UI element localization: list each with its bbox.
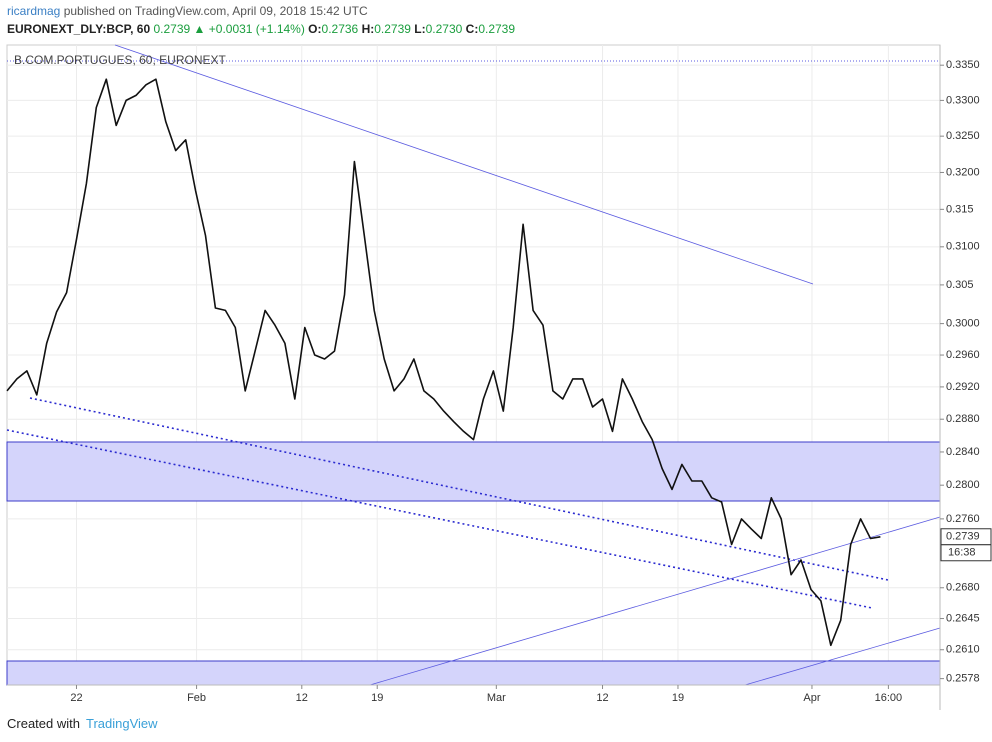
symbol-line: EURONEXT_DLY:BCP, 60 0.2739 ▲ +0.0031 (+… bbox=[7, 22, 515, 36]
x-tick-label: Mar bbox=[487, 692, 506, 704]
y-tick-label: 0.2645 bbox=[946, 612, 980, 624]
ohlc-val: 0.2736 bbox=[321, 22, 359, 36]
y-tick-label: 0.2840 bbox=[946, 446, 980, 458]
y-tick-label: 0.2960 bbox=[946, 349, 980, 361]
y-tick-label: 0.2760 bbox=[946, 513, 980, 525]
symbol: EURONEXT_DLY:BCP, 60 bbox=[7, 22, 151, 36]
y-tick-label: 0.2578 bbox=[946, 673, 980, 685]
published: published on TradingView.com, April 09, … bbox=[63, 4, 368, 18]
trendline bbox=[369, 516, 941, 686]
ohlc-val: 0.2739 bbox=[478, 22, 516, 36]
y-tick-label: 0.3350 bbox=[946, 59, 980, 71]
y-tick-label: 0.305 bbox=[946, 279, 974, 291]
zone bbox=[6, 660, 941, 686]
ohlc-key: L: bbox=[414, 22, 426, 36]
last-price-label: 0.2739 bbox=[946, 531, 980, 543]
publish-line: ricardmag published on TradingView.com, … bbox=[7, 4, 368, 18]
y-tick-label: 0.2880 bbox=[946, 413, 980, 425]
price: 0.2739 bbox=[153, 22, 191, 36]
y-tick-label: 0.3300 bbox=[946, 94, 980, 106]
brand[interactable]: TradingView bbox=[85, 716, 158, 731]
chart: B.COM.PORTUGUES, 60, EURONEXT 0.3350 0.33… bbox=[6, 44, 992, 710]
chart-title: B.COM.PORTUGUES, 60, EURONEXT bbox=[14, 53, 226, 67]
y-tick-label: 0.3000 bbox=[946, 318, 980, 330]
y-tick-label: 0.3200 bbox=[946, 166, 980, 178]
footer: Created with TradingView bbox=[7, 716, 158, 731]
y-tick-label: 0.3250 bbox=[946, 130, 980, 142]
created: Created with bbox=[7, 716, 80, 731]
trendline bbox=[744, 627, 941, 686]
countdown-box bbox=[940, 544, 992, 562]
x-tick-label: Feb bbox=[187, 692, 206, 704]
y-tick-label: 0.2680 bbox=[946, 582, 980, 594]
y-tick-label: 0.315 bbox=[946, 203, 974, 215]
y-tick-label: 0.3100 bbox=[946, 241, 980, 253]
x-tick-label: 22 bbox=[70, 692, 82, 704]
countdown: 16:38 bbox=[948, 547, 976, 559]
ohlc-val: 0.2730 bbox=[425, 22, 463, 36]
trendline bbox=[29, 397, 889, 581]
ohlc: O:0.2736 H:0.2739 L:0.2730 C:0.2739 bbox=[308, 22, 515, 36]
x-tick-label: 12 bbox=[596, 692, 608, 704]
ohlc-key: C: bbox=[465, 22, 479, 36]
trendline bbox=[114, 44, 814, 285]
x-tick-label: 19 bbox=[672, 692, 684, 704]
x-tick-label: 16:00 bbox=[875, 692, 903, 704]
author[interactable]: ricardmag bbox=[7, 4, 61, 18]
ohlc-key: H: bbox=[361, 22, 375, 36]
y-tick-label: 0.2920 bbox=[946, 381, 980, 393]
zone bbox=[6, 441, 941, 502]
x-tick-label: 12 bbox=[296, 692, 308, 704]
x-tick-label: 19 bbox=[371, 692, 383, 704]
y-tick-label: 0.2800 bbox=[946, 479, 980, 491]
change: ▲ +0.0031 (+1.14%) bbox=[193, 22, 305, 36]
price-line bbox=[6, 78, 881, 647]
ohlc-key: O: bbox=[308, 22, 322, 36]
y-tick-label: 0.2610 bbox=[946, 644, 980, 656]
x-tick-label: Apr bbox=[803, 692, 820, 704]
ohlc-val: 0.2739 bbox=[374, 22, 411, 36]
trendline bbox=[6, 429, 873, 609]
plot-frame bbox=[6, 44, 941, 686]
